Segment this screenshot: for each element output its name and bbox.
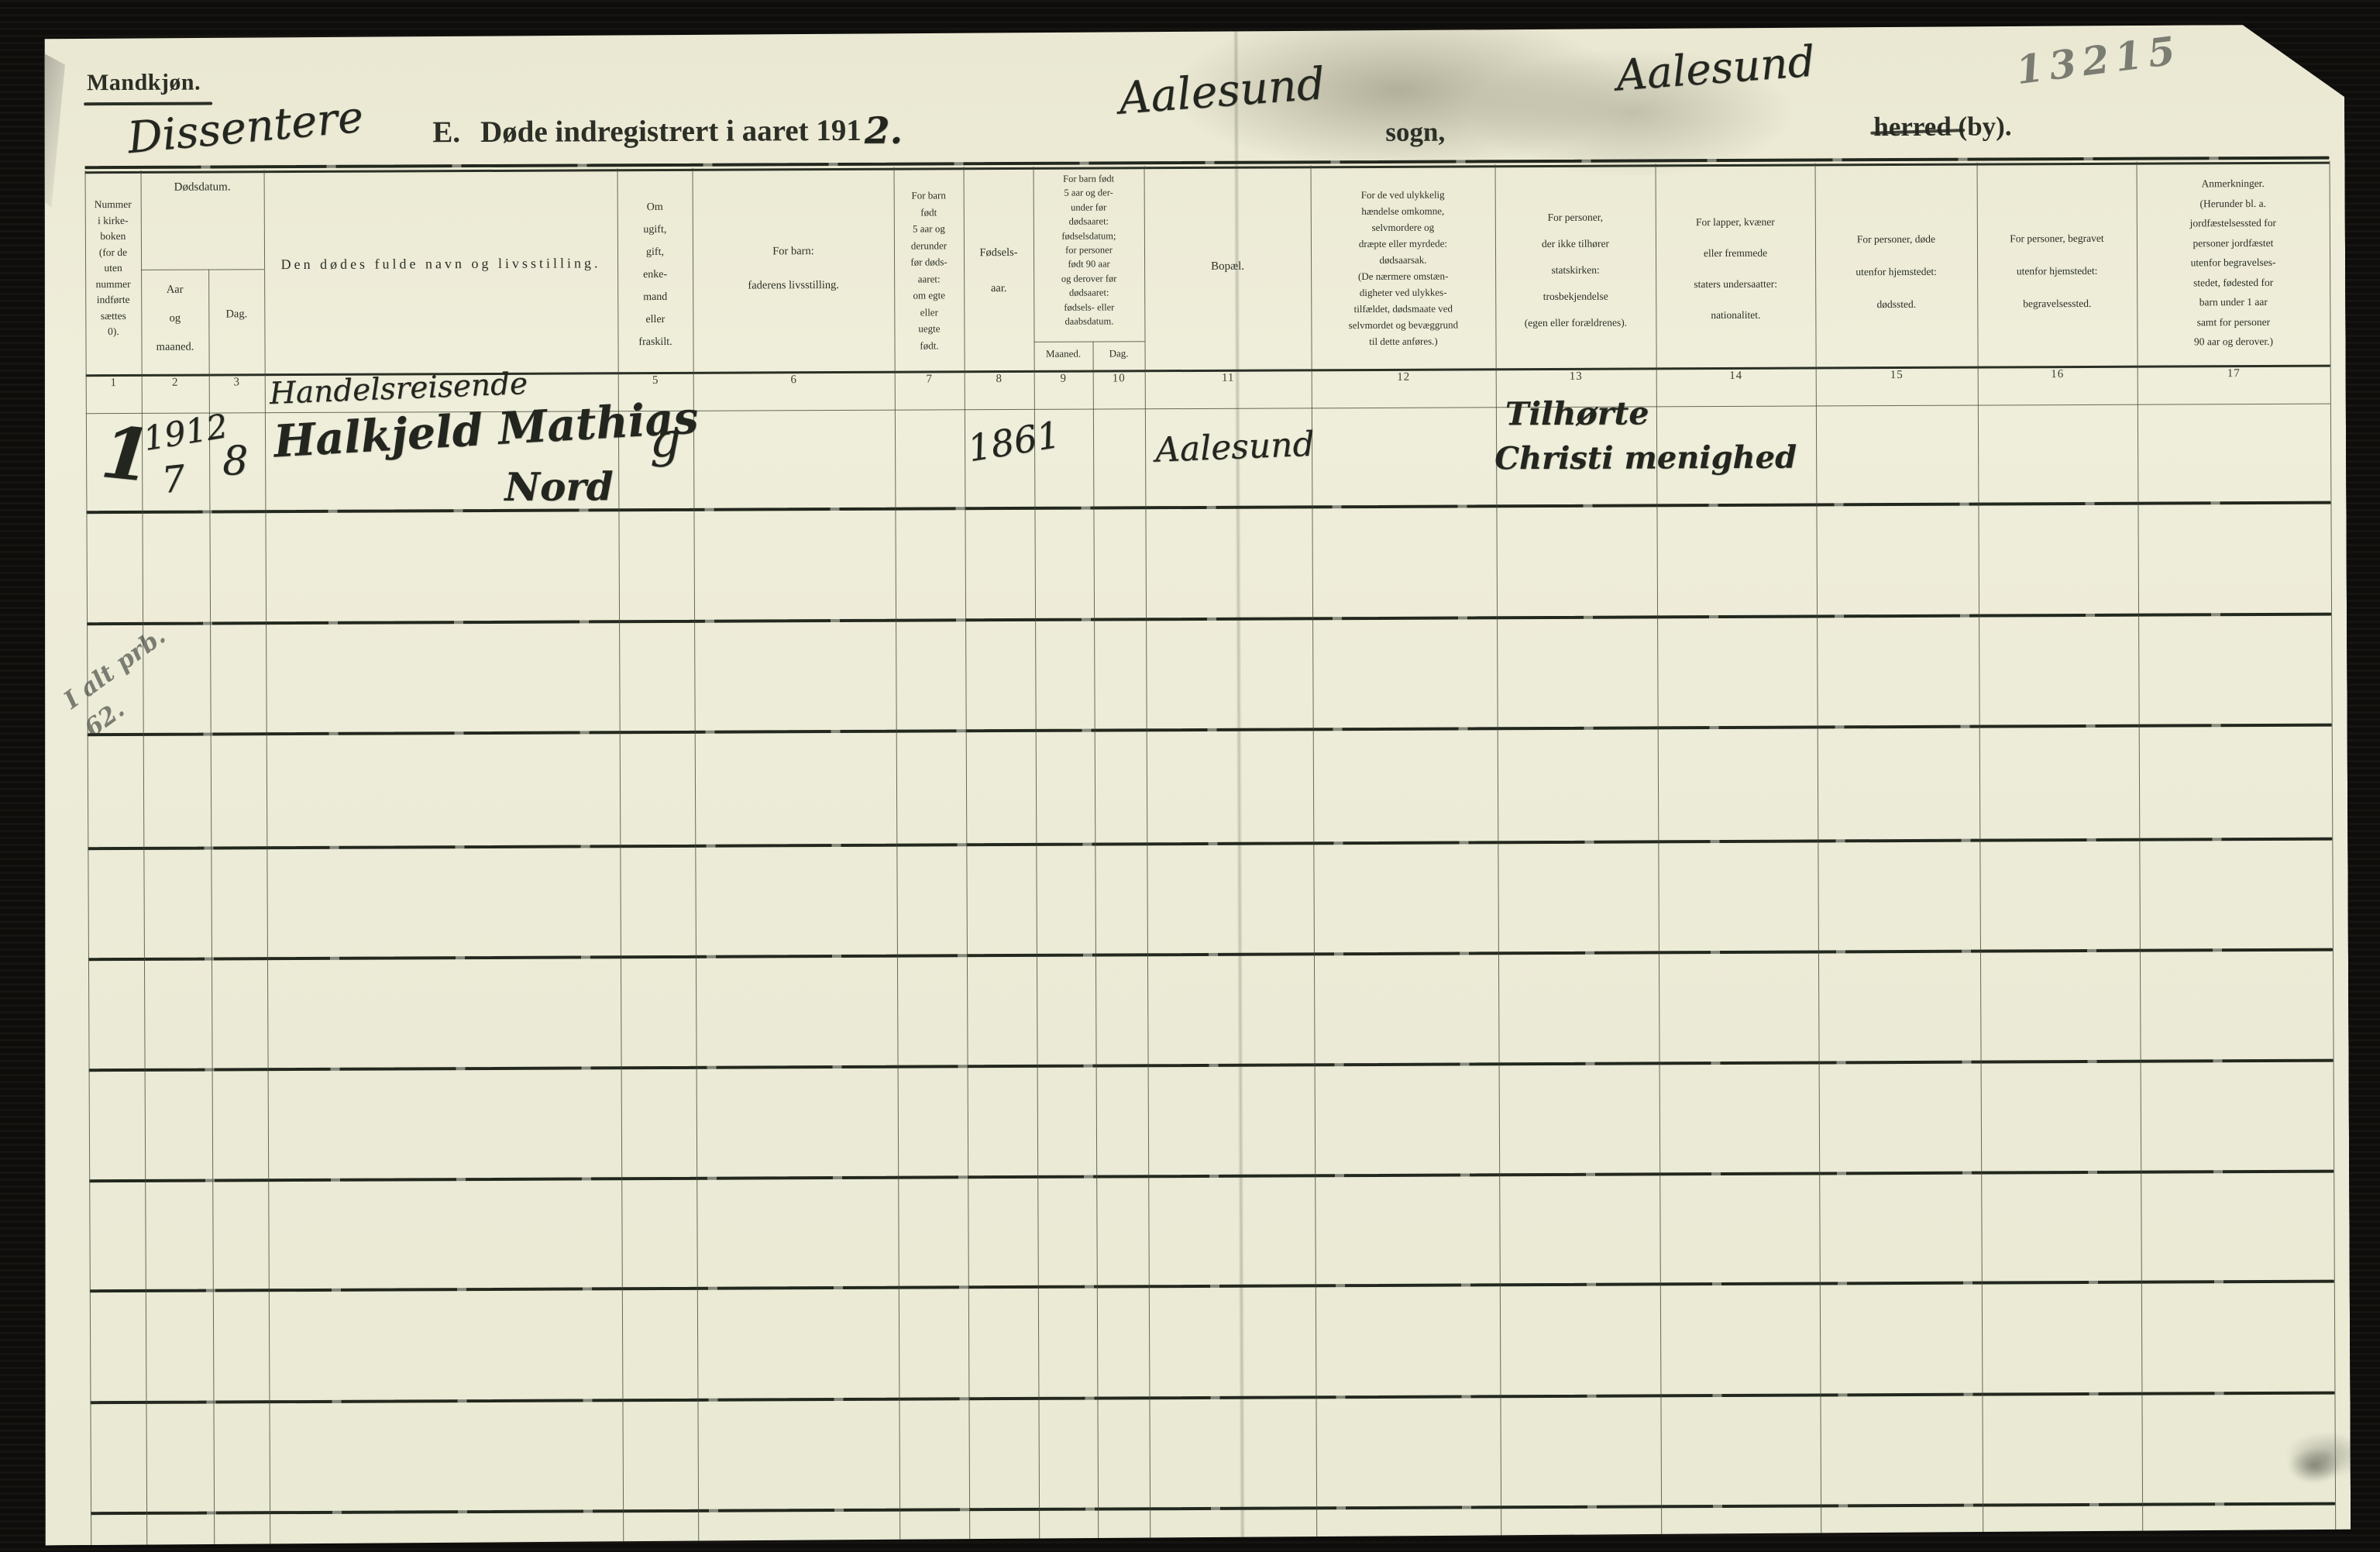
grid-vline: [1093, 342, 1099, 1541]
row1-marital-status: g: [649, 411, 681, 469]
parish-name-handwriting: Aalesund: [1116, 58, 1327, 125]
grid-hline: [90, 1280, 2334, 1293]
header-full-name-occupation: Den dødes fulde navn og livsstilling.: [280, 255, 601, 273]
register-sheet: Mandkjøn. Dissentere E. Døde indregistrer…: [36, 25, 2351, 1546]
column-number: 11: [1221, 371, 1235, 384]
form-title: E. Døde indregistrert i aaret 1912.: [432, 113, 903, 152]
district-name-handwriting: Aalesund: [1614, 36, 1817, 101]
column-number: 14: [1729, 369, 1743, 382]
table-grid-lines: 1 2 3 5 6 7 8 9 10 11 12 13 14 15 16 17: [85, 157, 2330, 167]
header-death-day: Dag.: [225, 308, 248, 321]
column-number: 7: [926, 373, 933, 386]
column-number: 15: [1890, 368, 1904, 382]
column-number: 8: [996, 373, 1003, 386]
grid-vline: [208, 270, 215, 1545]
row1-faith-line2: Christi menighed: [1494, 439, 1797, 477]
row1-name-continued: Nord: [504, 463, 614, 510]
header-burial-place: For personer, begravet utenfor hjemstedet…: [2010, 232, 2104, 310]
registry-number-pencil: 13215: [2014, 26, 2184, 94]
column-number: 10: [1112, 372, 1126, 385]
column-number: 1: [110, 377, 118, 390]
grid-hline: [89, 1059, 2334, 1072]
grid-hline: [86, 501, 2330, 514]
column-number: 5: [652, 374, 659, 387]
row1-death-day: 8: [222, 438, 249, 485]
header-birth-day: Dag.: [1109, 347, 1129, 360]
grid-hline: [88, 724, 2332, 737]
year-handwriting: 2.: [864, 109, 903, 153]
column-number: 3: [233, 376, 241, 389]
register-table: 1 2 3 5 6 7 8 9 10 11 12 13 14 15 16 17 Nummer i kirke-b…: [85, 157, 2336, 1546]
column-number: 17: [2227, 367, 2241, 380]
header-remarks: Anmerkninger. (Herunder bl. a. jordfæstels…: [2189, 177, 2277, 348]
grid-hline: [88, 838, 2332, 851]
row1-birth-year: 1861: [965, 413, 1064, 471]
grid-hline: [88, 948, 2333, 962]
column-number: 9: [1060, 372, 1067, 385]
column-number: 2: [171, 376, 179, 389]
header-church-book-number: Nummer i kirke-boken (for de uten nummer indf…: [94, 198, 132, 338]
header-death-place: For personer, døde utenfor hjemstedet: død…: [1856, 232, 1937, 311]
header-birth-month: Maaned.: [1045, 347, 1082, 360]
dissenter-note-handwriting: Dissentere: [125, 91, 366, 164]
row1-death-month: 7: [160, 457, 188, 503]
section-underline: [84, 102, 212, 106]
district-label: herred (by).: [1873, 111, 2011, 143]
grid-hline: [141, 269, 264, 270]
grid-hline: [89, 1170, 2334, 1183]
header-marital-status: Om ugift, gift, enke-mand eller fraskilt.: [638, 201, 672, 349]
column-number: 6: [790, 373, 797, 387]
section-label-mandkjon: Mandkjøn.: [86, 69, 201, 96]
column-number: 12: [1397, 370, 1411, 384]
header-birth-baptism-date-group: For barn født 5 aar og der-under før dødsa…: [1061, 173, 1117, 327]
header-cause-of-death: For de ved ulykkelig hændelse omkomne, sel…: [1348, 188, 1459, 348]
grid-hline: [87, 613, 2331, 626]
crumpled-corner: [29, 45, 66, 208]
header-nationality: For lapper, kvæner eller fremmede staters …: [1694, 215, 1777, 322]
row1-residence: Aalesund: [1154, 424, 1316, 470]
form-title-letter: E.: [432, 115, 461, 150]
column-number: 16: [2051, 368, 2065, 381]
header-child-legitimacy: For barn født 5 aar og derunder før døds-aar…: [910, 189, 948, 352]
parish-label: sogn,: [1385, 116, 1446, 147]
form-title-text: Døde indregistrert i aaret 191: [480, 113, 862, 150]
grid-hline: [90, 1392, 2334, 1405]
grid-hline: [91, 1502, 2335, 1516]
pencil-smudge: [2262, 1425, 2378, 1499]
row1-faith-line1: Tilhørte: [1505, 394, 1649, 433]
header-father-occupation: For barn: faderens livsstilling.: [748, 245, 840, 292]
grid-hline: [1034, 341, 1145, 342]
grid-vline: [2329, 161, 2336, 1536]
column-number: 13: [1569, 370, 1583, 383]
header-birth-year: Fødsels-aar.: [979, 246, 1018, 295]
header-residence: Bopæl.: [1211, 260, 1245, 273]
header-death-year-month: Aar og maaned.: [156, 283, 194, 353]
header-death-date-group: Dødsdatum.: [174, 181, 231, 194]
header-faith: For personer, der ikke tilhører statskirke…: [1524, 211, 1628, 329]
